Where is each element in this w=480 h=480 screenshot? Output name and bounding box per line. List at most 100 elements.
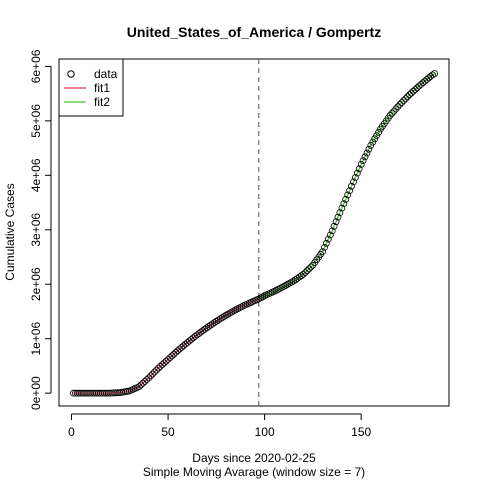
data-point — [305, 265, 313, 273]
data-point — [174, 347, 182, 355]
data-point — [375, 128, 383, 136]
x-tick-label: 0 — [68, 425, 75, 439]
data-point — [299, 270, 307, 278]
data-point — [135, 383, 143, 391]
legend-marker-data — [67, 70, 75, 78]
data-point — [404, 93, 411, 101]
data-point — [415, 82, 423, 90]
data-point — [328, 227, 336, 235]
x-tick-label: 150 — [351, 425, 371, 439]
data-point — [411, 86, 419, 93]
data-point — [222, 311, 230, 319]
data-point — [154, 364, 162, 372]
data-point — [321, 243, 328, 251]
data-point — [147, 372, 155, 380]
legend-label-fit1: fit1 — [94, 81, 110, 95]
data-point — [398, 99, 406, 106]
data-point — [338, 204, 346, 212]
data-point — [319, 248, 327, 256]
data-point — [390, 107, 398, 115]
data-point — [322, 239, 330, 247]
x-tick-label: 50 — [161, 425, 175, 439]
data-point — [330, 222, 338, 230]
data-point — [336, 209, 344, 217]
data-point — [369, 138, 377, 146]
data-point — [392, 105, 400, 113]
y-tick-label: 3e+06 — [29, 213, 43, 247]
data-point — [359, 157, 367, 165]
data-point — [407, 89, 415, 97]
data-point — [431, 70, 439, 77]
data-point — [220, 313, 228, 320]
data-point — [413, 84, 421, 92]
plot-frame — [58, 58, 450, 407]
data-point — [400, 97, 408, 104]
data-point — [212, 317, 220, 325]
data-point — [429, 71, 437, 79]
series-line-fit1 — [73, 298, 260, 394]
data-point — [350, 178, 357, 186]
data-point — [367, 141, 375, 149]
x-axis-sublabel: Simple Moving Avarage (window size = 7) — [143, 465, 365, 479]
data-point — [288, 278, 296, 286]
data-point — [332, 218, 340, 226]
x-axis-label: Days since 2020-02-25 — [192, 451, 316, 465]
data-point — [149, 370, 157, 378]
data-point — [334, 213, 342, 221]
data-point — [218, 314, 226, 322]
data-point — [259, 293, 267, 301]
data-point — [409, 87, 417, 95]
data-point — [355, 165, 363, 173]
data-point — [145, 374, 153, 382]
y-axis: 0e+00 1e+06 2e+06 3e+06 4e+06 5e+06 6e+06 — [29, 49, 52, 410]
data-point — [143, 376, 151, 384]
y-tick-label: 0e+00 — [29, 376, 43, 410]
data-point — [156, 362, 164, 370]
data-point — [421, 77, 429, 85]
data-point — [137, 381, 145, 389]
data-point — [388, 109, 396, 117]
data-point — [139, 379, 147, 387]
data-point — [284, 280, 292, 288]
data-point — [406, 91, 413, 99]
data-point — [228, 308, 236, 316]
data-point — [386, 112, 394, 119]
data-point — [216, 315, 224, 323]
data-point — [166, 354, 174, 362]
data-point — [141, 377, 149, 385]
data-points — [70, 70, 439, 397]
data-point — [348, 182, 355, 190]
data-point — [373, 132, 381, 140]
y-tick-label: 4e+06 — [29, 158, 43, 192]
data-point — [158, 361, 166, 369]
data-point — [160, 359, 168, 367]
data-point — [210, 319, 218, 327]
chart-title: United_States_of_America / Gompertz — [127, 24, 381, 40]
y-tick-label: 1e+06 — [29, 322, 43, 356]
data-point — [170, 350, 178, 358]
data-point — [151, 368, 158, 376]
data-point — [172, 348, 180, 356]
x-axis: 0 50 100 150 — [68, 413, 372, 439]
data-point — [402, 95, 410, 102]
data-point — [162, 357, 170, 365]
data-point — [363, 149, 371, 157]
fit-lines — [73, 72, 436, 394]
series-line-fit2 — [258, 72, 436, 300]
x-tick-label: 100 — [255, 425, 275, 439]
data-point — [342, 195, 350, 203]
y-tick-label: 2e+06 — [29, 267, 43, 301]
data-point — [351, 174, 359, 181]
data-point — [340, 200, 348, 208]
legend: data fit1 fit2 — [58, 58, 124, 117]
data-point — [214, 316, 222, 324]
data-point — [301, 269, 309, 277]
data-point — [394, 103, 402, 111]
y-tick-label: 6e+06 — [29, 49, 43, 83]
legend-label-fit2: fit2 — [94, 95, 110, 109]
data-point — [153, 366, 160, 374]
data-point — [326, 231, 334, 239]
data-point — [303, 267, 311, 275]
data-point — [357, 160, 365, 168]
